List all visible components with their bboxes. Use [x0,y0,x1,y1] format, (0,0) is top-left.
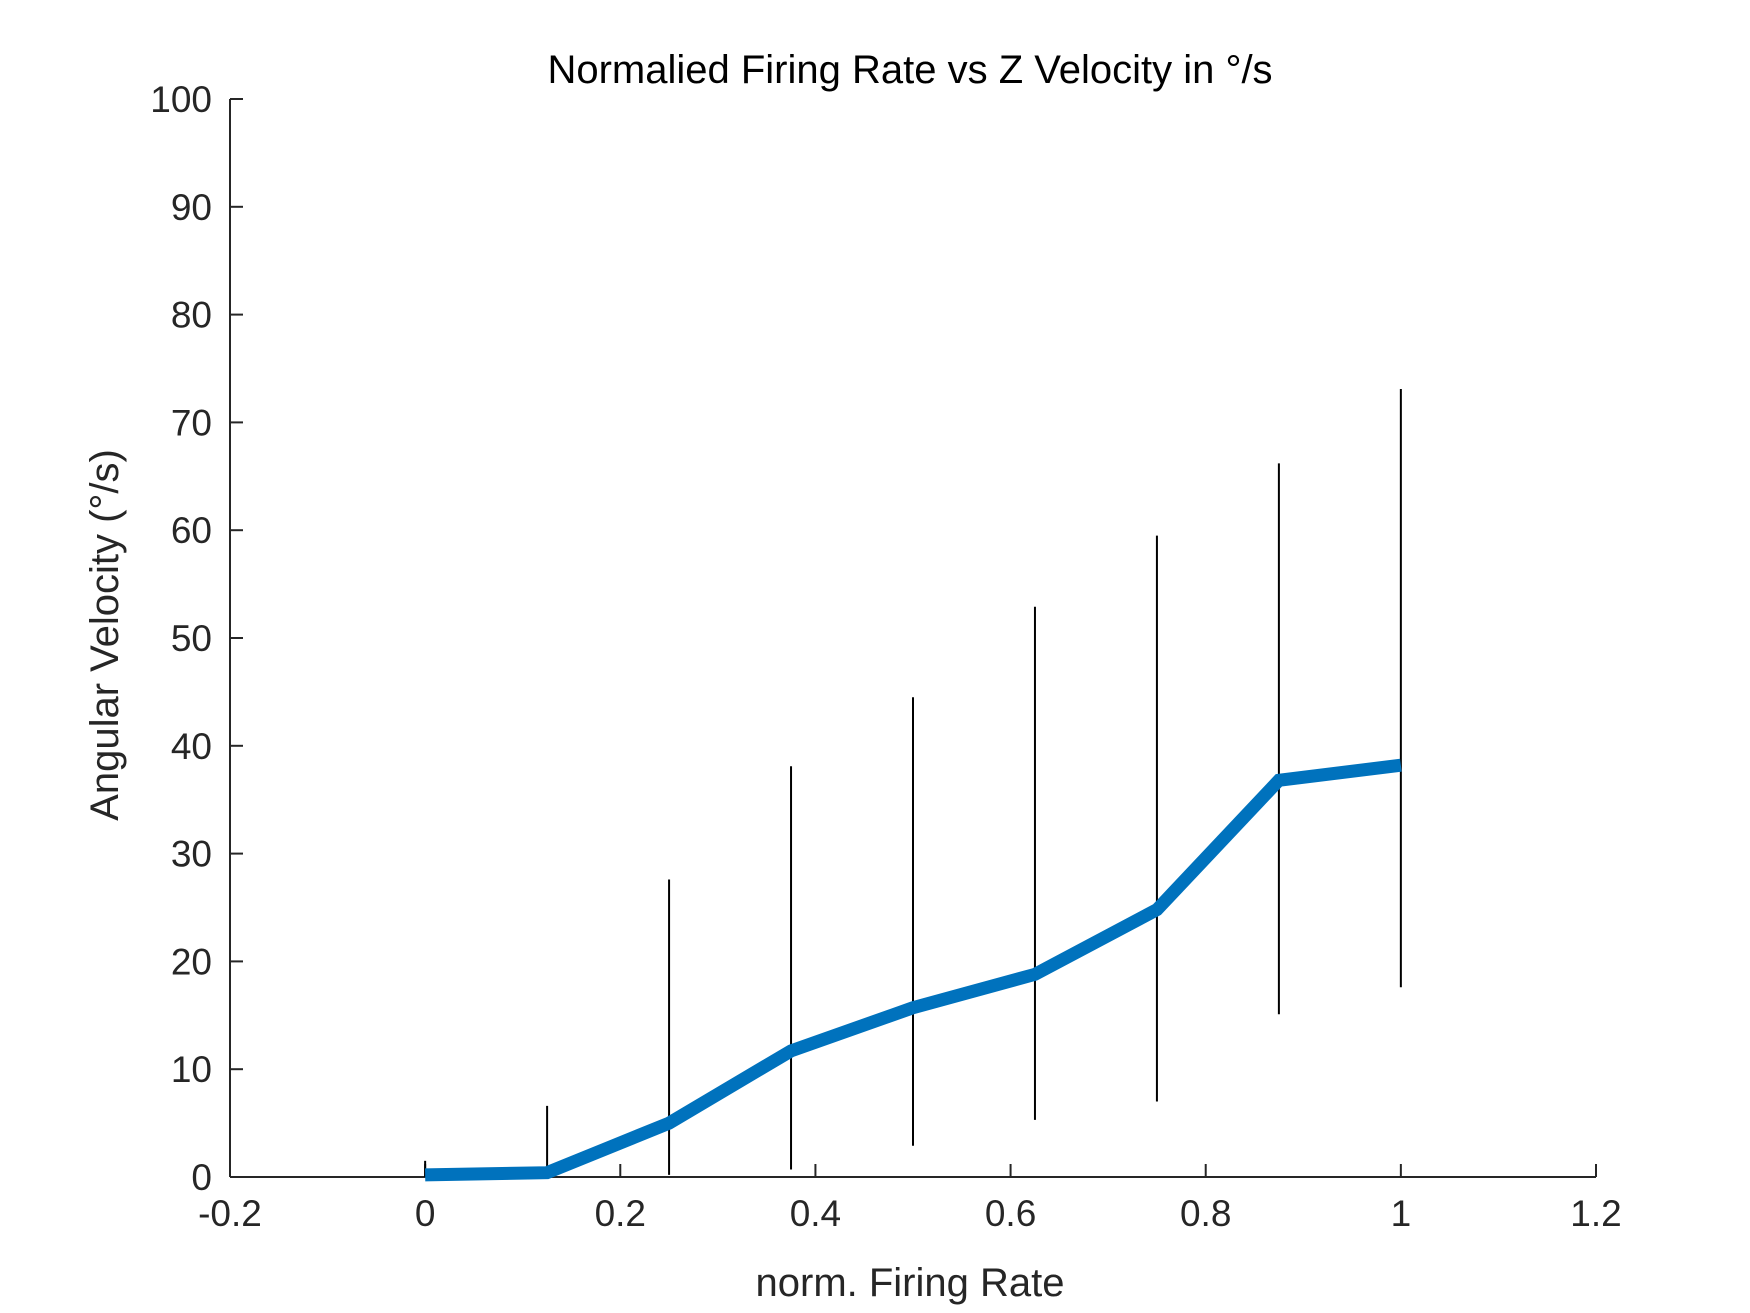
plot-area: -0.2 0 0.2 0.4 0.6 0.8 1 1.20102030405060708090… [150,79,1621,1234]
y-axis-label: Angular Velocity (°/s) [83,449,127,821]
x-tick-label: 0 [415,1193,436,1234]
y-tick-label: 100 [150,79,212,120]
x-tick-label: 0.6 [985,1193,1036,1234]
chart-title: Normalied Firing Rate vs Z Velocity in °… [547,48,1272,92]
y-tick-label: 50 [171,618,212,659]
y-tick-label: 20 [171,941,212,982]
x-tick-label: 1 [1391,1193,1412,1234]
y-tick-label: 10 [171,1049,212,1090]
x-tick-label: 1.2 [1570,1193,1621,1234]
x-tick-label: 0.8 [1180,1193,1231,1234]
x-tick-label: -0.2 [198,1193,262,1234]
x-axis-label: norm. Firing Rate [756,1261,1065,1305]
y-tick-label: 60 [171,510,212,551]
x-tick-label: 0.4 [790,1193,841,1234]
series-line [425,758,1402,1182]
y-tick-label: 90 [171,187,212,228]
x-tick-label: 0.2 [595,1193,646,1234]
y-tick-label: 70 [171,402,212,443]
y-tick-label: 0 [191,1157,212,1198]
y-tick-label: 40 [171,726,212,767]
y-tick-label: 80 [171,295,212,336]
y-tick-label: 30 [171,834,212,875]
